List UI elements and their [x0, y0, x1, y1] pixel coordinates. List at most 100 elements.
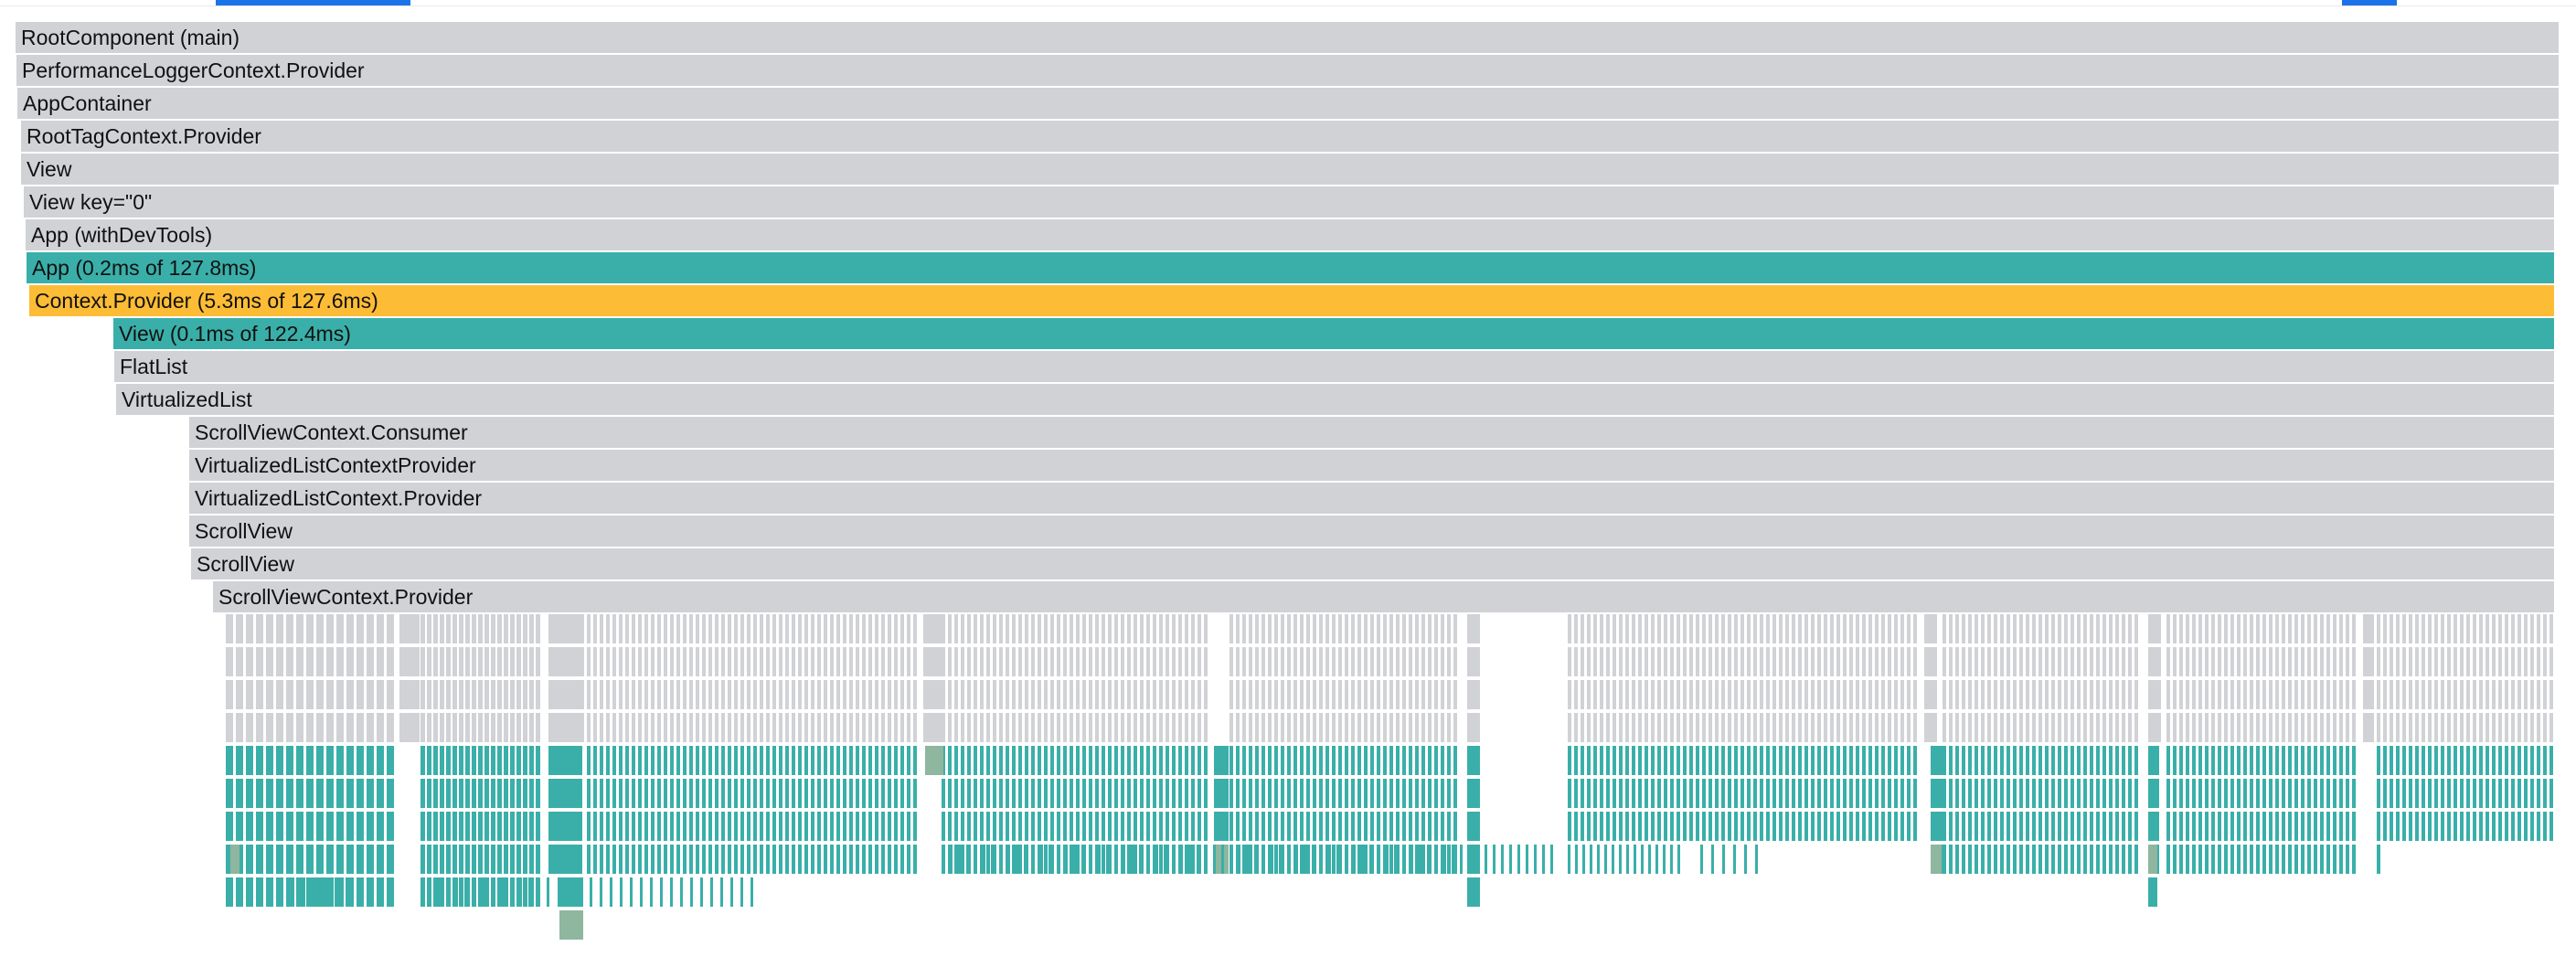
flame-cell[interactable] [1613, 614, 1616, 643]
flame-cell[interactable] [2026, 746, 2029, 775]
flame-cell[interactable] [446, 647, 451, 676]
flame-cell[interactable] [1242, 614, 1246, 643]
flame-cell[interactable] [2269, 812, 2273, 841]
flame-cell[interactable] [785, 614, 789, 643]
flame-cell[interactable] [2019, 779, 2023, 808]
flame-cell[interactable] [1587, 647, 1591, 676]
flame-cell[interactable] [1089, 812, 1092, 841]
flame-cell[interactable] [600, 779, 603, 808]
flame-cell[interactable] [491, 647, 495, 676]
flame-cell[interactable] [529, 845, 534, 874]
flame-cell[interactable] [856, 812, 859, 841]
flame-cell[interactable] [1389, 713, 1393, 742]
flame-cell[interactable] [2198, 647, 2202, 676]
flame-cell[interactable] [437, 877, 440, 907]
flame-cell[interactable] [1593, 680, 1597, 709]
flame-cell[interactable] [696, 614, 699, 643]
flame-cell[interactable] [2282, 647, 2285, 676]
flame-cell[interactable] [2383, 779, 2387, 808]
flame-cell[interactable] [734, 845, 738, 874]
flame-cell[interactable] [1102, 845, 1105, 874]
flame-cell[interactable] [1619, 746, 1623, 775]
flame-cell[interactable] [2294, 647, 2298, 676]
flame-cell[interactable] [1369, 845, 1372, 874]
flame-cell[interactable] [2218, 779, 2221, 808]
flame-cell[interactable] [2333, 614, 2336, 643]
flame-cell[interactable] [1361, 845, 1364, 874]
flame-cell[interactable] [2460, 680, 2464, 709]
flame-cell[interactable] [1574, 812, 1578, 841]
flame-cell[interactable] [246, 812, 253, 841]
flame-cell[interactable] [1434, 713, 1438, 742]
flame-cell[interactable] [1447, 779, 1451, 808]
flame-cell[interactable] [651, 713, 655, 742]
flame-cell[interactable] [1962, 713, 1965, 742]
flame-cell[interactable] [2390, 713, 2393, 742]
flame-cell[interactable] [836, 713, 840, 742]
flame-cell[interactable] [1185, 680, 1188, 709]
flame-cell[interactable] [286, 647, 293, 676]
flame-cell[interactable] [1798, 746, 1802, 775]
flame-cell[interactable] [1421, 845, 1425, 874]
flame-cell[interactable] [2422, 746, 2425, 775]
flame-cell[interactable] [2517, 680, 2521, 709]
flame-cell[interactable] [296, 713, 303, 742]
flame-cell[interactable] [2013, 779, 2017, 808]
flame-cell[interactable] [721, 614, 725, 643]
flame-cell[interactable] [824, 812, 827, 841]
flame-cell[interactable] [1095, 680, 1099, 709]
flame-cell[interactable] [2307, 614, 2311, 643]
flame-cell[interactable] [894, 746, 898, 775]
flame-cell[interactable] [1868, 812, 1872, 841]
flame-cell[interactable] [1651, 746, 1655, 775]
flame-cell[interactable] [357, 877, 364, 907]
flame-cell[interactable] [1389, 614, 1393, 643]
flame-cell[interactable] [2090, 647, 2093, 676]
flame-cell[interactable] [619, 713, 623, 742]
flame-cell[interactable] [296, 845, 303, 874]
flame-cell[interactable] [1766, 812, 1770, 841]
flame-cell[interactable] [676, 812, 680, 841]
flame-cell[interactable] [651, 845, 655, 874]
flame-cell[interactable] [683, 713, 687, 742]
flame-cell[interactable] [1587, 713, 1591, 742]
flame-cell[interactable] [1670, 746, 1674, 775]
flame-cell[interactable] [689, 647, 693, 676]
flame-cell[interactable] [593, 713, 597, 742]
flame-cell[interactable] [753, 746, 757, 775]
flame-cell[interactable] [1048, 845, 1051, 874]
flame-cell[interactable] [862, 746, 866, 775]
flame-cell[interactable] [1421, 713, 1425, 742]
flame-cell[interactable] [593, 647, 597, 676]
flame-cell[interactable] [1364, 746, 1368, 775]
flame-cell[interactable] [942, 746, 945, 775]
flame-cell[interactable] [1856, 746, 1859, 775]
flame-cell[interactable] [2211, 746, 2215, 775]
flame-cell[interactable] [2224, 746, 2228, 775]
flame-cell[interactable] [728, 647, 731, 676]
flame-cell[interactable] [1664, 647, 1667, 676]
flame-cell[interactable] [849, 845, 853, 874]
flame-cell[interactable] [715, 746, 719, 775]
flame-cell[interactable] [740, 812, 744, 841]
flame-cell[interactable] [1613, 680, 1616, 709]
flame-cell[interactable] [286, 779, 293, 808]
flame-cell[interactable] [740, 713, 744, 742]
flame-cell[interactable] [1063, 647, 1067, 676]
flame-cell[interactable] [2019, 845, 2023, 874]
flame-cell[interactable] [316, 746, 324, 775]
flame-cell[interactable] [734, 647, 738, 676]
flame-cell[interactable] [226, 614, 233, 643]
flame-cell[interactable] [900, 845, 904, 874]
flame-cell[interactable] [696, 746, 699, 775]
flame-cell[interactable] [792, 746, 795, 775]
flame-cell[interactable] [1766, 647, 1770, 676]
flame-cell[interactable] [2314, 746, 2317, 775]
flame-cell[interactable] [1689, 680, 1693, 709]
flame-cell[interactable] [2422, 680, 2425, 709]
flame-cell[interactable] [888, 614, 891, 643]
flame-cell[interactable] [1409, 680, 1412, 709]
flame-cell[interactable] [1032, 845, 1035, 874]
flame-cell[interactable] [1332, 647, 1336, 676]
flame-bar-app[interactable]: App (0.2ms of 127.8ms) [27, 252, 2554, 283]
